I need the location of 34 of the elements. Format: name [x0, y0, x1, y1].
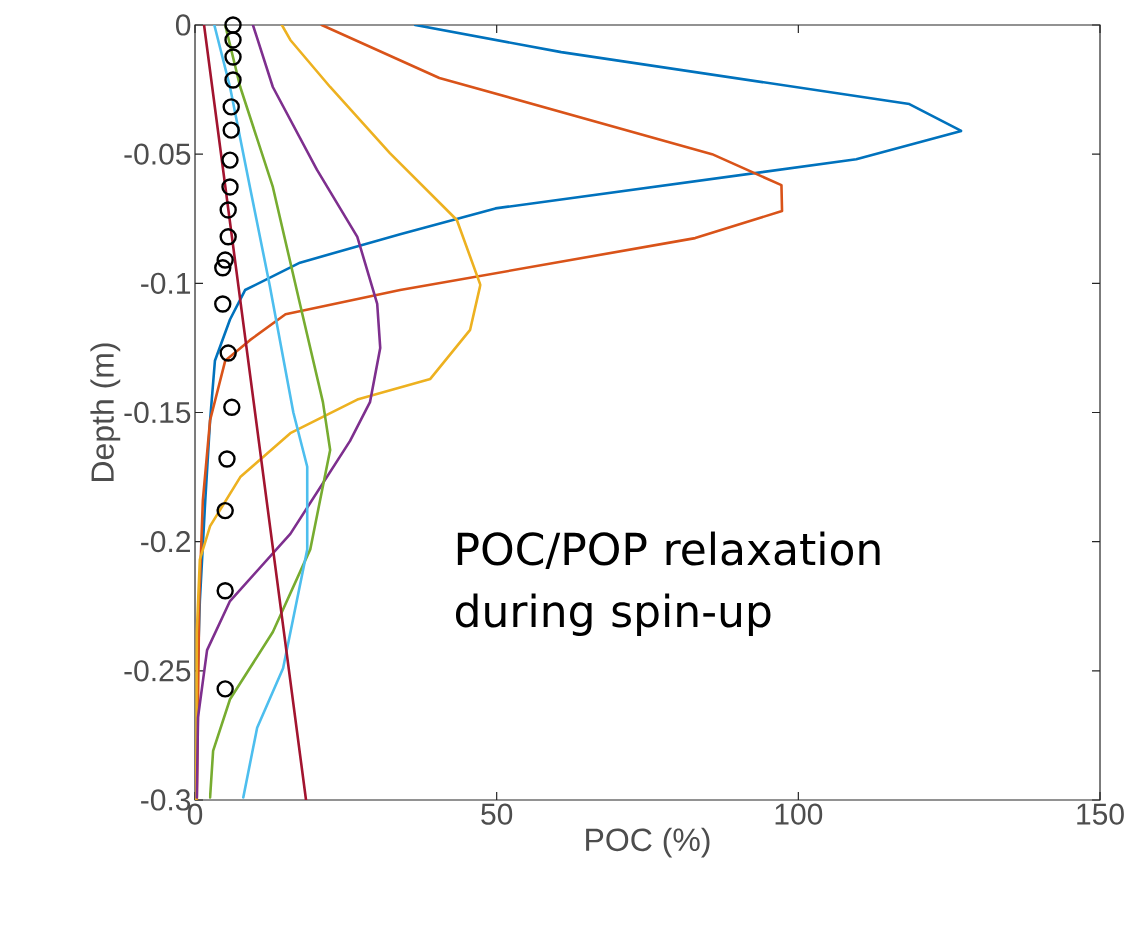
- y-tick-label: -0.15: [124, 401, 191, 424]
- y-axis-title: Depth (m): [90, 343, 121, 481]
- point: [224, 48, 242, 66]
- line-series: [195, 24, 382, 799]
- point: [224, 71, 242, 89]
- point: [219, 228, 237, 246]
- line-series: [208, 24, 332, 799]
- point: [221, 151, 239, 169]
- point: [223, 398, 241, 417]
- x-tick-label: 100: [775, 803, 823, 825]
- point: [224, 16, 242, 34]
- point: [224, 31, 242, 49]
- point: [216, 251, 234, 269]
- point: [216, 501, 234, 520]
- point: [218, 450, 236, 468]
- point: [216, 582, 234, 600]
- point: [221, 178, 239, 196]
- point: [214, 259, 232, 277]
- y-tick-label: -0.05: [124, 143, 191, 165]
- x-axis-title: POC (%): [586, 827, 710, 858]
- y-tick-label: -0.1: [141, 272, 191, 294]
- x-tick-label: 150: [1077, 803, 1124, 825]
- point: [222, 98, 240, 116]
- y-tick-label: -0.3: [141, 789, 191, 811]
- point: [214, 295, 232, 313]
- annotation: POC/POP relaxation during spin-up: [455, 531, 880, 637]
- y-tick-label: -0.2: [141, 531, 190, 553]
- point: [222, 121, 240, 139]
- y-tick-label: -0.25: [124, 660, 191, 682]
- point: [219, 201, 237, 219]
- point: [216, 680, 234, 698]
- point: [219, 344, 237, 362]
- x-tick-label: 50: [481, 803, 513, 825]
- y-tick-label: 0: [175, 14, 191, 36]
